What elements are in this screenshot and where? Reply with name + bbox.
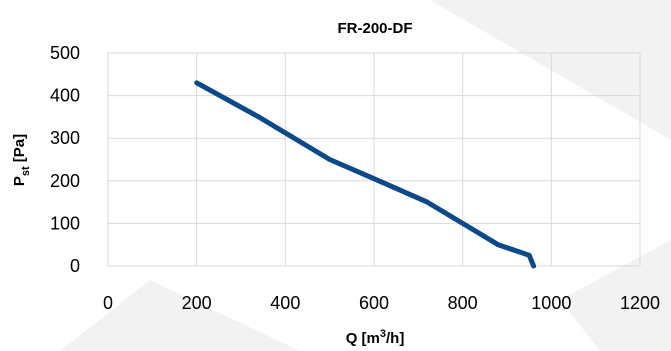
watermark-shape [60,280,300,351]
y-axis-label-sub: st [20,166,32,176]
y-tick-label: 100 [50,213,80,233]
x-tick-label: 400 [270,293,300,313]
x-tick-label: 600 [359,293,389,313]
x-axis-label-rest: /h] [386,330,404,347]
x-axis-label-sup: 3 [380,328,386,340]
y-axis-label-rest: [Pa] [11,134,28,167]
x-tick-labels: 0 200 400 600 800 1000 1200 [103,293,660,313]
y-tick-label: 300 [50,128,80,148]
plot-area [107,52,641,267]
plot-border [107,52,641,267]
y-axis-label: Pst [Pa] [11,134,32,186]
x-tick-label: 200 [182,293,212,313]
x-tick-label: 0 [103,293,113,313]
series-layer [194,80,537,269]
y-tick-labels: 0 100 200 300 400 500 [50,43,80,276]
watermark-shape [560,240,671,351]
y-axis-label-main: P [11,176,28,186]
x-axis-label-main: Q [m [346,330,380,347]
y-tick-label: 200 [50,171,80,191]
x-tick-label: 1200 [620,293,660,313]
watermark-shape [430,0,671,140]
x-tick-label: 1000 [531,293,571,313]
chart-title: FR-200-DF [337,20,412,37]
background-watermark [60,0,671,351]
x-axis-label: Q [m3/h] [346,328,405,347]
y-tick-label: 0 [70,256,80,276]
x-tick-label: 800 [448,293,478,313]
y-tick-label: 400 [50,86,80,106]
grid-lines [107,52,641,267]
y-tick-label: 500 [50,43,80,63]
series-line [194,80,537,269]
